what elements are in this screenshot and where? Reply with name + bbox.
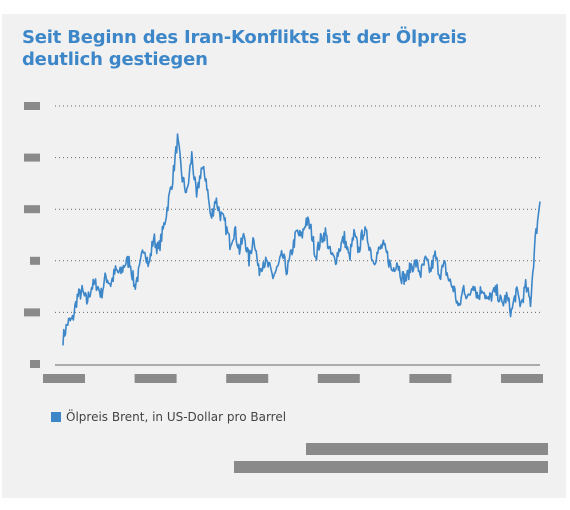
- legend-label: Ölpreis Brent, in US-Dollar pro Barrel: [66, 410, 287, 424]
- y-tick-label-redacted: [24, 153, 40, 162]
- x-axis-tick-labels: [43, 374, 543, 383]
- grid-layer: [55, 105, 540, 313]
- chart-title: Seit Beginn des Iran-Konflikts ist der Ö…: [22, 27, 467, 70]
- legend-swatch: [51, 412, 61, 422]
- y-axis-tick-labels: [24, 102, 40, 368]
- series-line: [62, 133, 541, 346]
- x-tick-label-redacted: [501, 374, 543, 383]
- y-tick-label-redacted: [24, 205, 40, 214]
- x-tick-label-redacted: [409, 374, 452, 383]
- y-tick-label-redacted: [30, 256, 40, 265]
- y-tick-label-redacted: [24, 308, 40, 317]
- source-line-redacted: [234, 461, 548, 473]
- x-tick-label-redacted: [317, 374, 360, 383]
- source-line-redacted: [306, 443, 548, 455]
- x-tick-label-redacted: [43, 374, 85, 383]
- series-layer: [62, 133, 541, 346]
- x-tick-label-redacted: [134, 374, 177, 383]
- x-tick-label-redacted: [226, 374, 269, 383]
- y-tick-label-redacted: [30, 360, 40, 368]
- legend: Ölpreis Brent, in US-Dollar pro Barrel: [51, 410, 286, 424]
- y-tick-label-redacted: [24, 102, 40, 110]
